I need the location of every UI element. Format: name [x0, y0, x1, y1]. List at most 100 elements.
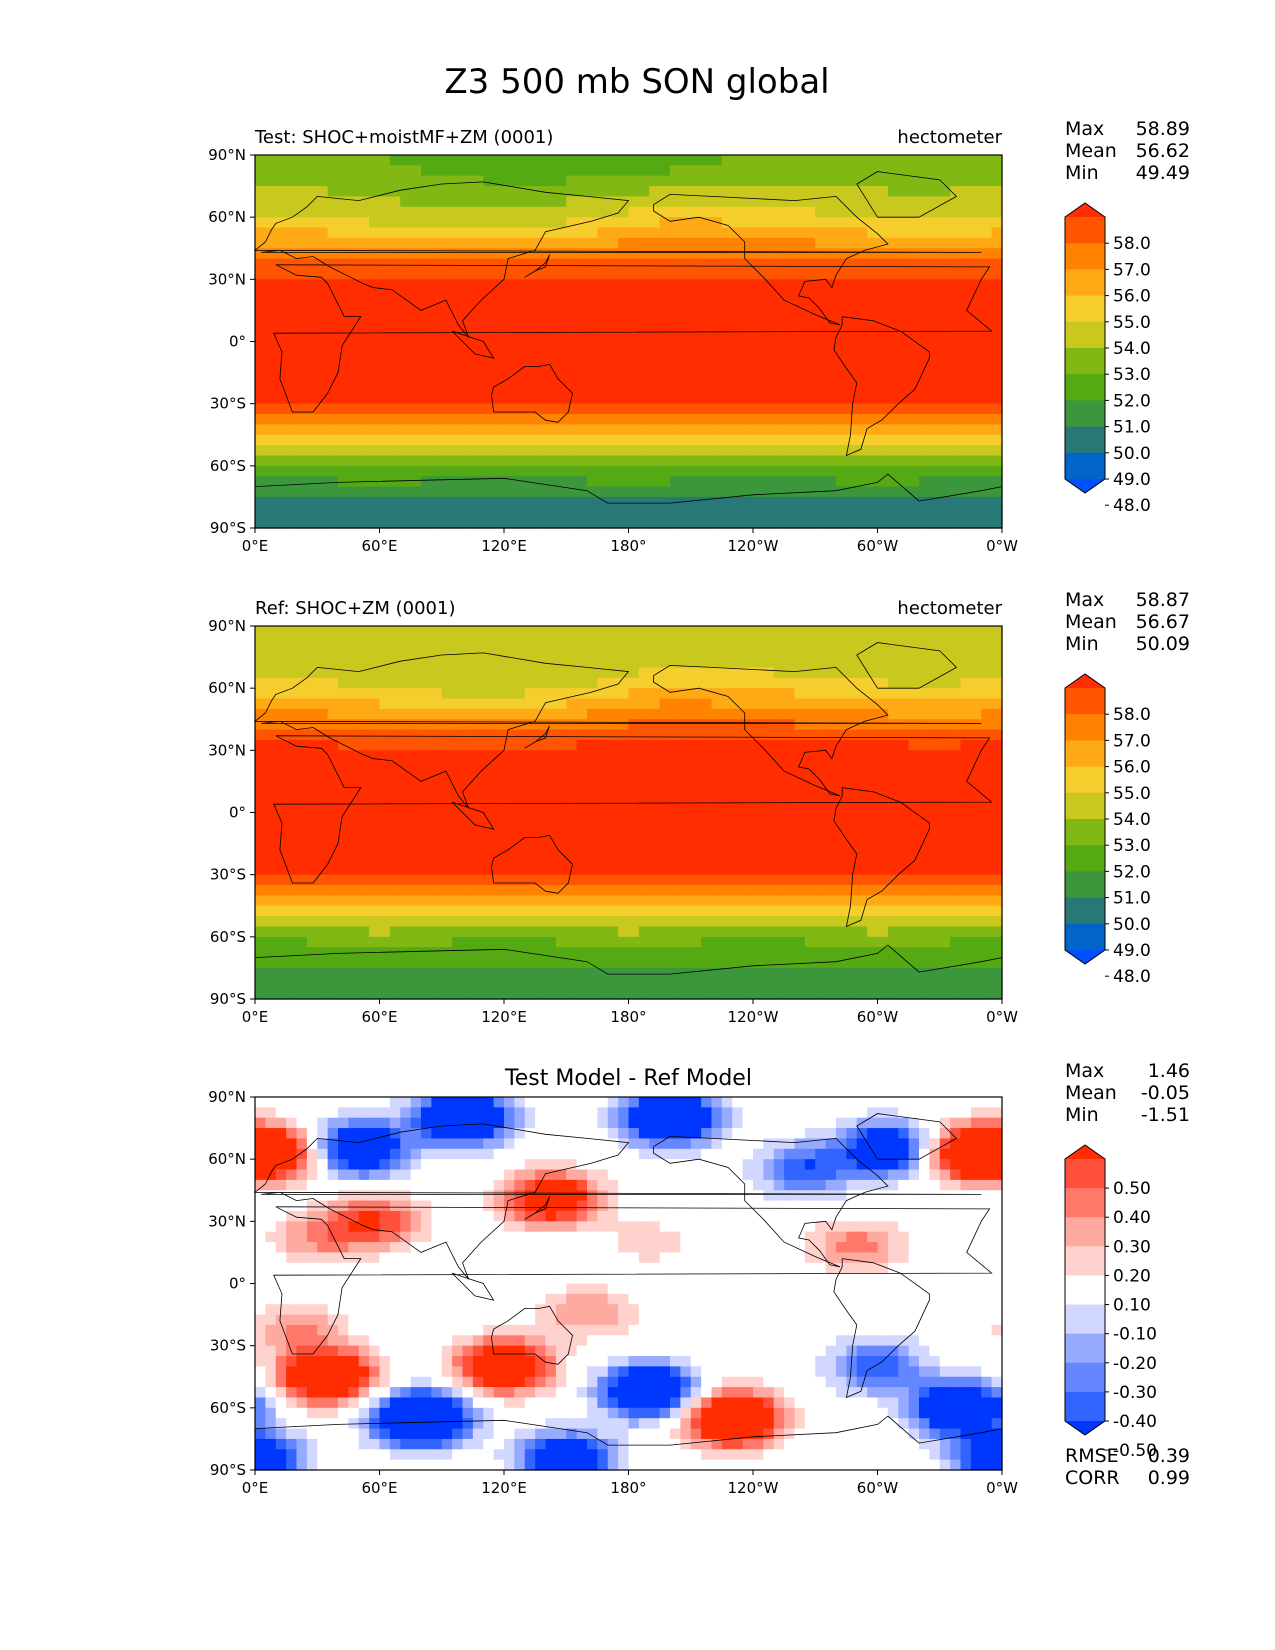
colorbar-segment	[1065, 1246, 1105, 1276]
figure-title: Z3 500 mb SON global	[444, 62, 829, 102]
colorbar-segment	[1065, 426, 1105, 454]
panel-units: hectometer	[897, 598, 1002, 619]
colorbar-segment	[1065, 1275, 1105, 1306]
coastlines	[253, 171, 1003, 504]
y-tick-label: 60°S	[210, 1399, 246, 1417]
x-tick-label: 0°W	[986, 1479, 1018, 1497]
y-tick-label: 60°S	[210, 928, 246, 946]
y-tick-label: 0°	[229, 1275, 246, 1293]
colorbar-segment	[1065, 1217, 1105, 1247]
colorbar: 58.0 57.0 56.0 55.0 54.0 53.0 52.0 51.0 50.0 49.0…	[1064, 673, 1151, 987]
colorbar-level-label: 53.0	[1113, 836, 1151, 856]
colorbar-level-label: 0.20	[1113, 1266, 1151, 1286]
panel-units: hectometer	[897, 127, 1002, 148]
colorbar-segment	[1065, 845, 1105, 872]
colorbar-segment	[1065, 1333, 1105, 1364]
colorbar-level-label: -0.50	[1113, 1441, 1157, 1461]
y-tick-label: 60°N	[208, 208, 246, 226]
y-tick-label: 60°N	[208, 1150, 246, 1168]
x-tick-label: 60°W	[857, 1008, 899, 1026]
colorbar-extend-max	[1065, 203, 1105, 217]
stat-label: Min	[1065, 1104, 1099, 1126]
x-tick-label: 0°E	[242, 1479, 269, 1497]
y-tick-label: 30°S	[210, 866, 246, 884]
x-tick-label: 180°	[610, 1479, 646, 1497]
colorbar-level-label: 50.0	[1113, 915, 1151, 935]
colorbar-level-label: -0.10	[1113, 1325, 1157, 1345]
x-tick-label: 120°E	[481, 1008, 527, 1026]
colorbar-level-label: 52.0	[1113, 391, 1151, 411]
coastlines	[253, 642, 1003, 975]
colorbar-segment	[1065, 714, 1105, 741]
stat-value: -1.51	[1141, 1104, 1190, 1126]
colorbar-level-label: 55.0	[1113, 784, 1151, 804]
stat-value: 56.67	[1136, 611, 1190, 633]
x-tick-label: 120°W	[728, 1008, 779, 1026]
colorbar-segment	[1065, 1391, 1105, 1422]
panel-title-left: Ref: SHOC+ZM (0001)	[255, 598, 455, 619]
panel-title-left: Test: SHOC+moistMF+ZM (0001)	[254, 127, 553, 148]
colorbar-level-label: 49.0	[1113, 941, 1151, 961]
colorbar-level-label: -0.40	[1113, 1412, 1157, 1432]
colorbar-level-label: 54.0	[1113, 810, 1151, 830]
colorbar-level-label: 0.50	[1113, 1179, 1151, 1199]
x-tick-label: 120°W	[728, 1479, 779, 1497]
stat-label: Min	[1065, 162, 1099, 184]
y-tick-label: 30°N	[208, 1212, 246, 1230]
colorbar-level-label: 58.0	[1113, 234, 1151, 254]
stat-value: 49.49	[1136, 162, 1190, 184]
colorbar-level-label: 52.0	[1113, 862, 1151, 882]
colorbar-level-label: -0.20	[1113, 1354, 1157, 1374]
x-tick-label: 60°E	[361, 537, 397, 555]
stat-value: -0.05	[1141, 1082, 1190, 1104]
x-tick-label: 0°W	[986, 1008, 1018, 1026]
colorbar-extend-min	[1065, 950, 1105, 964]
colorbar-level-label: 48.0	[1113, 496, 1151, 516]
colorbar-segment	[1065, 243, 1105, 270]
x-tick-label: 60°W	[857, 537, 899, 555]
colorbar-level-label: 50.0	[1113, 444, 1151, 464]
colorbar-segment	[1065, 923, 1105, 951]
colorbar-segment	[1065, 897, 1105, 925]
x-tick-label: 0°W	[986, 537, 1018, 555]
y-tick-label: 90°S	[210, 519, 246, 537]
metric-label: CORR	[1065, 1467, 1120, 1489]
stat-value: 56.62	[1136, 140, 1190, 162]
x-tick-label: 60°E	[361, 1008, 397, 1026]
stat-label: Max	[1065, 1060, 1104, 1082]
colorbar-level-label: 0.40	[1113, 1208, 1151, 1228]
colorbar-segment	[1065, 452, 1105, 480]
x-tick-label: 0°E	[242, 537, 269, 555]
y-tick-label: 30°S	[210, 1337, 246, 1355]
colorbar-segment	[1065, 871, 1105, 899]
y-tick-label: 90°N	[208, 146, 246, 164]
colorbar-segment	[1065, 348, 1105, 375]
x-tick-label: 120°W	[728, 537, 779, 555]
colorbar-level-label: 54.0	[1113, 339, 1151, 359]
colorbar-segment	[1065, 766, 1105, 794]
colorbar-segment	[1065, 400, 1105, 428]
stat-label: Max	[1065, 118, 1104, 140]
colorbar-level-label: 0.10	[1113, 1296, 1151, 1316]
y-tick-label: 30°N	[208, 741, 246, 759]
stat-label: Mean	[1065, 611, 1117, 633]
colorbar-level-label: 0.30	[1113, 1237, 1151, 1257]
stats-block: Max 1.46 Mean -0.05 Min -1.51	[1065, 1060, 1190, 1126]
x-tick-label: 180°	[610, 1008, 646, 1026]
contour-field	[255, 155, 1003, 529]
stat-value: 58.87	[1136, 589, 1190, 611]
stat-label: Mean	[1065, 140, 1117, 162]
colorbar-level-label: 56.0	[1113, 758, 1151, 778]
colorbar-level-label: 51.0	[1113, 889, 1151, 909]
colorbar-extend-max	[1065, 1145, 1105, 1159]
y-tick-label: 60°N	[208, 679, 246, 697]
colorbar-segment	[1065, 1304, 1105, 1335]
colorbar-level-label: 48.0	[1113, 967, 1151, 987]
colorbar-segment	[1065, 819, 1105, 846]
colorbar: 58.0 57.0 56.0 55.0 54.0 53.0 52.0 51.0 50.0 49.0…	[1064, 202, 1151, 516]
y-tick-label: 90°S	[210, 1461, 246, 1479]
x-tick-label: 0°E	[242, 1008, 269, 1026]
colorbar-level-label: 53.0	[1113, 365, 1151, 385]
metric-value: 0.99	[1148, 1467, 1190, 1489]
